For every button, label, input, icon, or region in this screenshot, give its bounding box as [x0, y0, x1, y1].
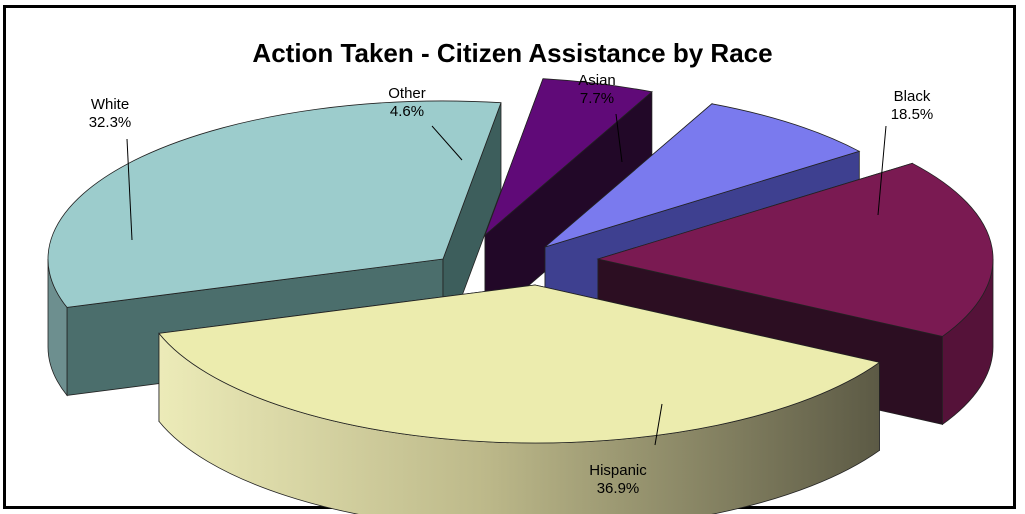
- slice-percent-black: 18.5%: [891, 106, 934, 123]
- slice-percent-other: 4.6%: [390, 103, 424, 120]
- slice-label-hispanic: Hispanic: [589, 462, 647, 479]
- slice-hispanic: [158, 284, 881, 444]
- slice-label-black: Black: [894, 88, 931, 105]
- slice-percent-asian: 7.7%: [580, 90, 614, 107]
- slice-percent-white: 32.3%: [89, 114, 132, 131]
- slice-black: [596, 162, 994, 337]
- slice-other: [484, 78, 653, 237]
- slice-asian: [544, 103, 861, 248]
- chart-title: Action Taken - Citizen Assistance by Rac…: [252, 38, 773, 68]
- leader-line-black: [877, 125, 887, 216]
- slice-white: [47, 100, 502, 308]
- leader-line-asian: [615, 113, 623, 163]
- leader-line-hispanic: [654, 403, 663, 446]
- leader-line-white: [126, 138, 133, 241]
- slice-label-white: White: [91, 96, 129, 113]
- slice-label-other: Other: [388, 85, 426, 102]
- slice-percent-hispanic: 36.9%: [597, 480, 640, 497]
- leader-line-other: [431, 125, 463, 161]
- pie-tops: [47, 78, 994, 444]
- slice-label-asian: Asian: [578, 72, 616, 89]
